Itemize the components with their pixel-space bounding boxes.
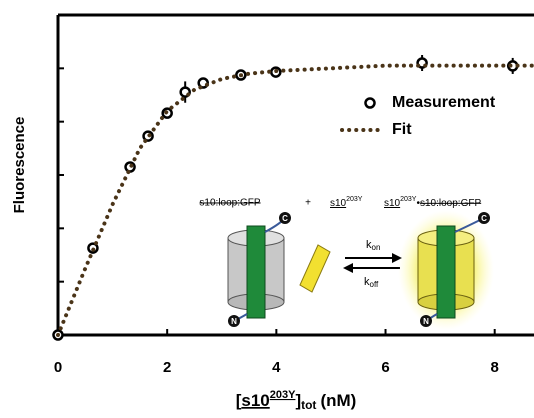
x-label-part: ]	[295, 391, 301, 410]
x-label-part: 203Y	[270, 389, 296, 401]
terminus-label: N	[231, 317, 237, 326]
rate-label: koff	[364, 276, 379, 289]
helix	[436, 225, 456, 319]
terminus-label: C	[481, 214, 487, 223]
x-tick-label: 0	[54, 359, 62, 376]
inset-label-part: s10	[330, 198, 347, 209]
inset-label-part: s10:loop:GFP	[420, 198, 481, 209]
plot: 0 2 4 6 8	[52, 13, 534, 376]
rate-label: kon	[366, 239, 380, 252]
x-tick-label: 8	[491, 359, 499, 376]
x-label-part: s10	[241, 391, 269, 410]
arrow-head	[343, 263, 353, 273]
terminus	[420, 315, 432, 327]
terminus	[228, 315, 240, 327]
legend-label: Fit	[392, 121, 412, 138]
x-tick-label: 2	[163, 359, 171, 376]
terminus	[478, 212, 490, 224]
x-label-part: (nM)	[320, 391, 356, 410]
linker	[264, 219, 284, 233]
inset-label-part: •	[416, 198, 420, 209]
inset-label: s10203Y•s10:loop:GFP	[384, 196, 481, 209]
x-label-part: tot	[301, 398, 316, 412]
terminus-label: N	[423, 317, 429, 326]
helix	[246, 225, 266, 319]
inset-label: s10:loop:GFP	[199, 198, 260, 209]
rate-part: k	[364, 276, 370, 288]
inset: s10:loop:GFP + s10203Y s10203Y•s10:loop:…	[199, 196, 494, 330]
x-label-part: [	[236, 391, 242, 410]
legend-marker	[364, 97, 376, 109]
x-tick-label: 4	[272, 359, 281, 376]
ligand	[299, 244, 331, 293]
arrow-head	[392, 253, 402, 263]
x-axis-label: [s10203Y]tot (nM)	[236, 389, 357, 412]
rate-part: on	[372, 243, 381, 252]
x-tick-label: 6	[381, 359, 389, 376]
terminus-label: C	[282, 214, 288, 223]
inset-label-part: s10	[384, 198, 401, 209]
linker	[454, 219, 481, 233]
terminus	[279, 212, 291, 224]
inset-label-part: 203Y	[400, 196, 417, 203]
y-axis-label: Fluorescence	[11, 117, 28, 214]
inset-label: s10203Y	[330, 196, 363, 209]
legend-label: Measurement	[392, 94, 496, 111]
fit-line	[56, 63, 534, 337]
rate-part: k	[366, 239, 372, 251]
inset-label-part: 203Y	[346, 196, 363, 203]
inset-label: +	[305, 198, 311, 209]
rate-part: off	[370, 280, 380, 289]
